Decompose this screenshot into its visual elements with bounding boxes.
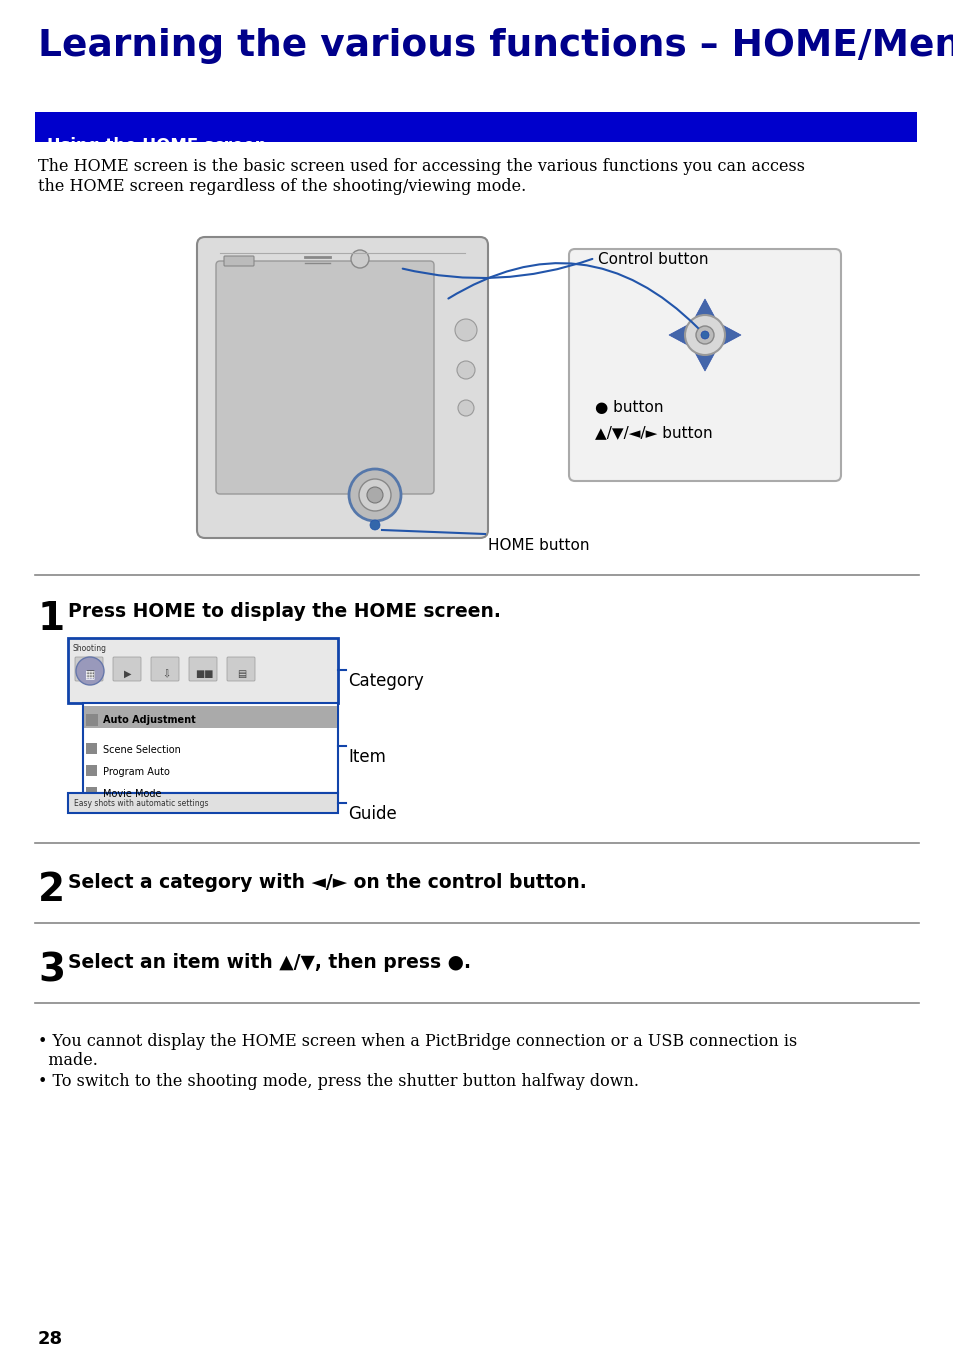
FancyBboxPatch shape bbox=[151, 657, 179, 681]
Text: Movie Mode: Movie Mode bbox=[103, 788, 161, 799]
Text: 2: 2 bbox=[38, 871, 65, 909]
Text: • You cannot display the HOME screen when a PictBridge connection or a USB conne: • You cannot display the HOME screen whe… bbox=[38, 1033, 797, 1050]
Circle shape bbox=[696, 326, 713, 345]
Text: Shooting: Shooting bbox=[73, 645, 107, 653]
FancyBboxPatch shape bbox=[83, 703, 337, 792]
Text: ● button: ● button bbox=[595, 400, 662, 415]
Circle shape bbox=[351, 250, 369, 267]
FancyBboxPatch shape bbox=[568, 248, 841, 480]
Polygon shape bbox=[690, 345, 719, 370]
Text: 1: 1 bbox=[38, 600, 65, 638]
FancyBboxPatch shape bbox=[68, 792, 337, 813]
Text: Guide: Guide bbox=[348, 805, 396, 822]
Circle shape bbox=[457, 400, 474, 417]
Text: Category: Category bbox=[348, 672, 423, 689]
Circle shape bbox=[349, 470, 400, 521]
Polygon shape bbox=[714, 322, 740, 349]
Text: 3: 3 bbox=[38, 951, 65, 989]
FancyBboxPatch shape bbox=[35, 113, 916, 142]
FancyBboxPatch shape bbox=[75, 657, 103, 681]
Text: ■: ■ bbox=[85, 669, 94, 678]
FancyBboxPatch shape bbox=[68, 638, 337, 703]
Circle shape bbox=[76, 657, 104, 685]
Text: Easy shots with automatic settings: Easy shots with automatic settings bbox=[74, 799, 209, 807]
Polygon shape bbox=[668, 322, 695, 349]
Text: Using the HOME screen: Using the HOME screen bbox=[47, 137, 266, 155]
FancyBboxPatch shape bbox=[112, 657, 141, 681]
Text: Select a category with ◄/► on the control button.: Select a category with ◄/► on the contro… bbox=[68, 873, 586, 892]
Circle shape bbox=[456, 361, 475, 379]
Text: the HOME screen regardless of the shooting/viewing mode.: the HOME screen regardless of the shooti… bbox=[38, 178, 526, 195]
Text: Item: Item bbox=[348, 748, 385, 765]
Text: ▲/▼/◄/► button: ▲/▼/◄/► button bbox=[595, 425, 712, 440]
FancyBboxPatch shape bbox=[86, 765, 97, 776]
Text: Auto Adjustment: Auto Adjustment bbox=[103, 715, 195, 725]
FancyBboxPatch shape bbox=[86, 787, 97, 798]
FancyBboxPatch shape bbox=[84, 706, 336, 727]
FancyBboxPatch shape bbox=[227, 657, 254, 681]
Text: made.: made. bbox=[38, 1052, 98, 1069]
Text: Press HOME to display the HOME screen.: Press HOME to display the HOME screen. bbox=[68, 603, 500, 622]
Text: Control button: Control button bbox=[598, 252, 708, 267]
Text: Scene Selection: Scene Selection bbox=[103, 745, 181, 754]
FancyBboxPatch shape bbox=[189, 657, 216, 681]
Text: ▦: ▦ bbox=[85, 669, 95, 678]
Text: HOME button: HOME button bbox=[488, 537, 589, 554]
Text: 28: 28 bbox=[38, 1330, 63, 1348]
Text: Select an item with ▲/▼, then press ●.: Select an item with ▲/▼, then press ●. bbox=[68, 953, 471, 972]
Text: The HOME screen is the basic screen used for accessing the various functions you: The HOME screen is the basic screen used… bbox=[38, 157, 804, 175]
Text: Learning the various functions – HOME/Menu: Learning the various functions – HOME/Me… bbox=[38, 28, 953, 64]
FancyBboxPatch shape bbox=[224, 256, 253, 266]
Text: ■■: ■■ bbox=[194, 669, 213, 678]
Text: ▶: ▶ bbox=[124, 669, 132, 678]
FancyBboxPatch shape bbox=[86, 744, 97, 754]
Text: ▤: ▤ bbox=[237, 669, 247, 678]
Circle shape bbox=[700, 331, 708, 339]
FancyBboxPatch shape bbox=[86, 714, 98, 726]
Circle shape bbox=[684, 315, 724, 356]
Circle shape bbox=[370, 520, 379, 531]
Circle shape bbox=[367, 487, 382, 503]
Circle shape bbox=[358, 479, 391, 512]
FancyBboxPatch shape bbox=[215, 261, 434, 494]
Text: ⇩: ⇩ bbox=[162, 669, 170, 678]
Text: Program Auto: Program Auto bbox=[103, 767, 170, 778]
FancyBboxPatch shape bbox=[196, 237, 488, 537]
Circle shape bbox=[455, 319, 476, 341]
Text: • To switch to the shooting mode, press the shutter button halfway down.: • To switch to the shooting mode, press … bbox=[38, 1073, 639, 1090]
Polygon shape bbox=[690, 299, 719, 324]
